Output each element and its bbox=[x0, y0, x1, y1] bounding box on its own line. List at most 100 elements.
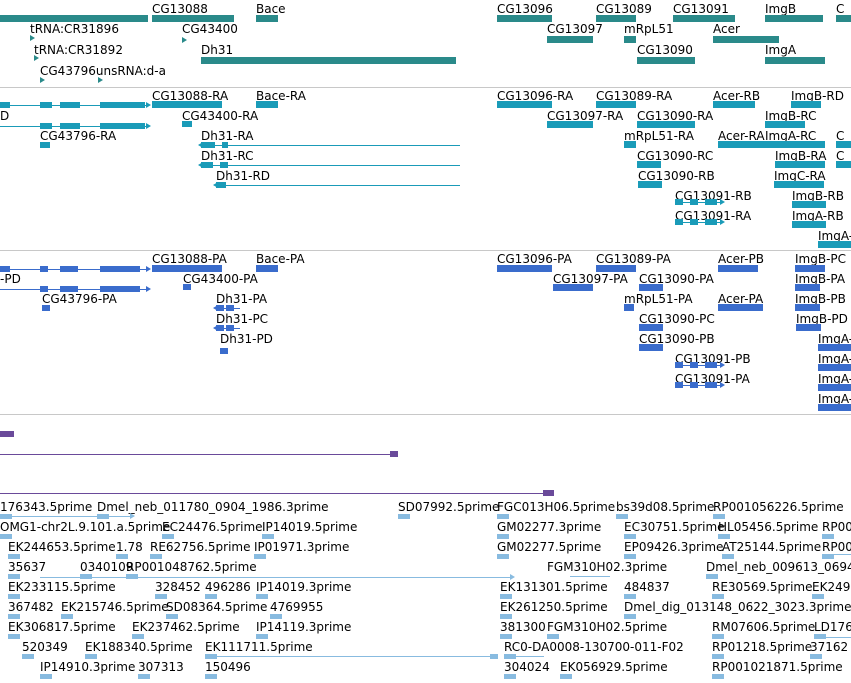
feature-block[interactable] bbox=[497, 534, 509, 539]
feature-block[interactable] bbox=[40, 286, 48, 292]
feature-block[interactable] bbox=[0, 15, 148, 22]
feature-block[interactable] bbox=[690, 219, 698, 225]
feature-block[interactable] bbox=[8, 614, 20, 619]
feature-block[interactable] bbox=[256, 15, 278, 22]
feature-block[interactable] bbox=[166, 614, 178, 619]
feature-block[interactable] bbox=[182, 121, 192, 127]
feature-block[interactable] bbox=[390, 451, 398, 457]
feature-block[interactable] bbox=[500, 594, 512, 599]
feature-block[interactable] bbox=[705, 219, 717, 225]
feature-block[interactable] bbox=[795, 304, 820, 311]
feature-block[interactable] bbox=[60, 286, 78, 292]
feature-block[interactable] bbox=[690, 382, 698, 388]
feature-block[interactable] bbox=[216, 305, 224, 311]
feature-block[interactable] bbox=[560, 674, 572, 679]
feature-block[interactable] bbox=[40, 142, 50, 148]
feature-block[interactable] bbox=[718, 265, 758, 272]
feature-block[interactable] bbox=[596, 101, 636, 108]
feature-block[interactable] bbox=[504, 674, 516, 679]
feature-block[interactable] bbox=[100, 123, 145, 129]
feature-block[interactable] bbox=[80, 574, 92, 579]
feature-block[interactable] bbox=[814, 634, 826, 639]
feature-block[interactable] bbox=[398, 514, 410, 519]
feature-block[interactable] bbox=[818, 364, 851, 371]
feature-block[interactable] bbox=[718, 534, 730, 539]
feature-block[interactable] bbox=[596, 265, 636, 272]
feature-block[interactable] bbox=[775, 161, 825, 168]
feature-block[interactable] bbox=[60, 266, 78, 272]
feature-block[interactable] bbox=[205, 654, 217, 659]
feature-block[interactable] bbox=[639, 324, 663, 331]
feature-block[interactable] bbox=[40, 674, 52, 679]
feature-block[interactable] bbox=[254, 554, 266, 559]
feature-block[interactable] bbox=[216, 325, 224, 331]
feature-block[interactable] bbox=[713, 36, 779, 43]
feature-block[interactable] bbox=[497, 101, 552, 108]
feature-block[interactable] bbox=[712, 594, 724, 599]
feature-block[interactable] bbox=[100, 102, 145, 108]
feature-block[interactable] bbox=[791, 101, 821, 108]
feature-block[interactable] bbox=[85, 654, 97, 659]
feature-block[interactable] bbox=[624, 614, 636, 619]
feature-block[interactable] bbox=[8, 554, 20, 559]
feature-block[interactable] bbox=[792, 201, 826, 208]
feature-block[interactable] bbox=[705, 362, 717, 368]
feature-block[interactable] bbox=[40, 123, 52, 129]
feature-block[interactable] bbox=[132, 634, 144, 639]
feature-block[interactable] bbox=[624, 36, 636, 43]
feature-block[interactable] bbox=[836, 161, 851, 168]
feature-block[interactable] bbox=[256, 265, 278, 272]
feature-block[interactable] bbox=[795, 284, 820, 291]
feature-block[interactable] bbox=[42, 305, 50, 311]
feature-block[interactable] bbox=[624, 304, 634, 311]
feature-block[interactable] bbox=[201, 142, 215, 148]
feature-block[interactable] bbox=[639, 284, 663, 291]
feature-block[interactable] bbox=[673, 15, 735, 22]
feature-block[interactable] bbox=[638, 181, 662, 188]
feature-block[interactable] bbox=[705, 199, 717, 205]
feature-block[interactable] bbox=[637, 57, 695, 64]
feature-block[interactable] bbox=[0, 266, 10, 272]
feature-block[interactable] bbox=[547, 121, 593, 128]
feature-block[interactable] bbox=[126, 574, 138, 579]
feature-block[interactable] bbox=[61, 614, 73, 619]
feature-block[interactable] bbox=[22, 654, 34, 659]
feature-block[interactable] bbox=[822, 534, 834, 539]
feature-block[interactable] bbox=[497, 265, 552, 272]
feature-block[interactable] bbox=[155, 594, 167, 599]
feature-block[interactable] bbox=[705, 382, 717, 388]
feature-block[interactable] bbox=[796, 324, 821, 331]
feature-block[interactable] bbox=[706, 574, 718, 579]
feature-block[interactable] bbox=[162, 534, 174, 539]
feature-block[interactable] bbox=[547, 36, 593, 43]
feature-block[interactable] bbox=[100, 266, 140, 272]
feature-block[interactable] bbox=[40, 102, 52, 108]
feature-block[interactable] bbox=[639, 344, 663, 351]
feature-block[interactable] bbox=[547, 634, 559, 639]
feature-block[interactable] bbox=[543, 490, 554, 496]
feature-block[interactable] bbox=[0, 102, 10, 108]
feature-block[interactable] bbox=[637, 161, 661, 168]
feature-block[interactable] bbox=[792, 221, 826, 228]
feature-block[interactable] bbox=[60, 102, 80, 108]
feature-block[interactable] bbox=[553, 284, 593, 291]
feature-block[interactable] bbox=[226, 325, 234, 331]
feature-block[interactable] bbox=[712, 674, 724, 679]
feature-block[interactable] bbox=[765, 121, 805, 128]
feature-block[interactable] bbox=[812, 594, 824, 599]
feature-block[interactable] bbox=[138, 674, 150, 679]
feature-block[interactable] bbox=[675, 219, 683, 225]
feature-block[interactable] bbox=[624, 141, 636, 148]
feature-block[interactable] bbox=[497, 514, 509, 519]
feature-block[interactable] bbox=[810, 654, 822, 659]
feature-block[interactable] bbox=[712, 634, 724, 639]
feature-block[interactable] bbox=[8, 634, 20, 639]
feature-block[interactable] bbox=[205, 594, 217, 599]
feature-block[interactable] bbox=[497, 15, 552, 22]
feature-block[interactable] bbox=[497, 554, 509, 559]
feature-block[interactable] bbox=[718, 304, 763, 311]
feature-block[interactable] bbox=[60, 123, 80, 129]
feature-block[interactable] bbox=[256, 594, 268, 599]
feature-block[interactable] bbox=[226, 305, 234, 311]
feature-block[interactable] bbox=[150, 554, 162, 559]
